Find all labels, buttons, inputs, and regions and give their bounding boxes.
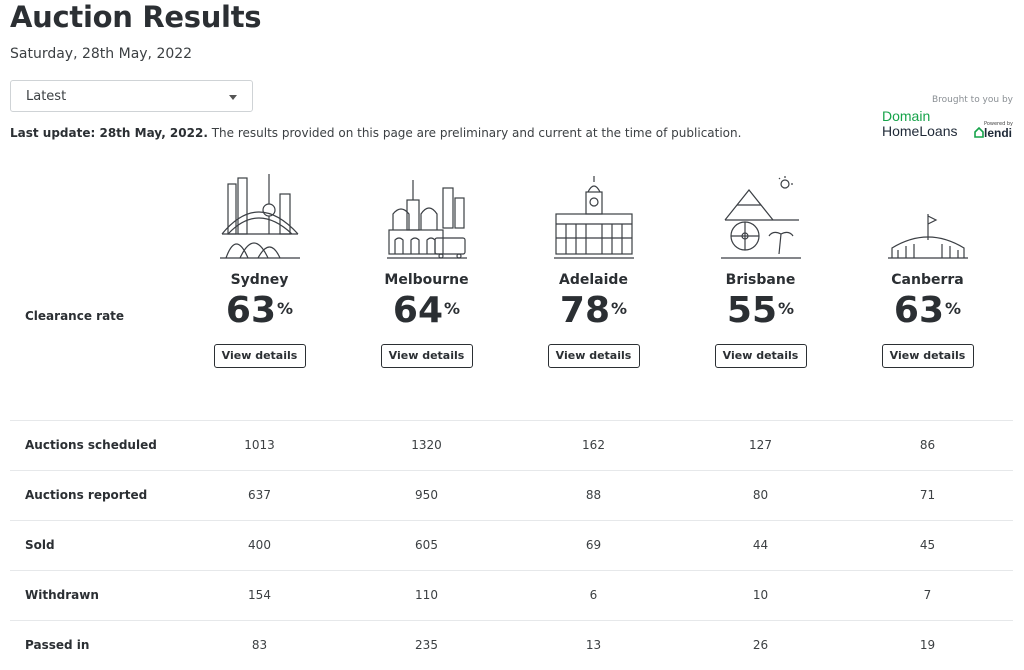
- city-name: Canberra: [891, 272, 964, 288]
- auction-stats-table: Auctions scheduled 1013 1320 162 127 86 …: [10, 420, 1013, 670]
- results-period-select[interactable]: Latest: [10, 80, 253, 112]
- table-cell: 69: [585, 538, 602, 552]
- table-cell: 605: [415, 538, 438, 552]
- update-disclaimer: The results provided on this page are pr…: [207, 126, 742, 140]
- lendi-house-icon: [974, 127, 984, 138]
- table-row: Sold 400 605 69 44 45: [10, 520, 1013, 570]
- row-label: Passed in: [25, 638, 90, 652]
- adelaide-skyline-icon: [553, 176, 634, 259]
- last-update-date: Last update: 28th May, 2022.: [10, 126, 208, 140]
- clearance-rate-value: 63%: [225, 290, 294, 331]
- clearance-rate-value: 55%: [726, 290, 795, 331]
- sponsor-label: Brought to you by: [931, 95, 1013, 105]
- chevron-down-icon: [229, 95, 237, 100]
- row-label: Withdrawn: [25, 588, 99, 602]
- table-cell: 80: [752, 488, 769, 502]
- auction-date: Saturday, 28th May, 2022: [10, 46, 193, 62]
- view-details-button[interactable]: View details: [380, 344, 473, 368]
- table-cell: 110: [415, 588, 438, 602]
- table-cell: 950: [415, 488, 438, 502]
- table-cell: 71: [919, 488, 936, 502]
- table-cell: 400: [248, 538, 271, 552]
- clearance-rate-value: 78%: [559, 290, 628, 331]
- table-cell: 88: [585, 488, 602, 502]
- last-update-notice: Last update: 28th May, 2022. The results…: [10, 126, 741, 140]
- table-cell: 7: [923, 588, 932, 602]
- table-row: Passed in 83 235 13 26 19: [10, 620, 1013, 670]
- table-cell: 86: [919, 438, 936, 452]
- select-value: Latest: [26, 89, 67, 104]
- sydney-skyline-icon: [219, 174, 300, 259]
- table-cell: 6: [589, 588, 598, 602]
- table-cell: 154: [248, 588, 271, 602]
- city-name: Melbourne: [384, 272, 469, 288]
- table-row: Auctions scheduled 1013 1320 162 127 86: [10, 420, 1013, 470]
- canberra-skyline-icon: [887, 214, 968, 259]
- row-label: Sold: [25, 538, 55, 552]
- view-details-button[interactable]: View details: [213, 344, 306, 368]
- city-column-adelaide: Adelaide 78% View details: [510, 170, 677, 368]
- city-name: Adelaide: [559, 272, 628, 288]
- logo-line-2: HomeLoans: [882, 123, 958, 139]
- table-cell: 19: [919, 638, 936, 652]
- clearance-rate-value: 63%: [893, 290, 962, 331]
- city-column-brisbane: Brisbane 55% View details: [677, 170, 844, 368]
- view-details-button[interactable]: View details: [714, 344, 807, 368]
- table-cell: 26: [752, 638, 769, 652]
- table-cell: 127: [749, 438, 772, 452]
- powered-by-label: Powered by: [984, 121, 1013, 127]
- table-cell: 637: [248, 488, 271, 502]
- row-label: Auctions scheduled: [25, 438, 157, 452]
- table-cell: 1013: [244, 438, 275, 452]
- clearance-rate-label: Clearance rate: [25, 309, 125, 323]
- table-row: Withdrawn 154 110 6 10 7: [10, 570, 1013, 620]
- table-cell: 235: [415, 638, 438, 652]
- lendi-wordmark: lendi: [984, 126, 1013, 140]
- page-title: Auction Results: [10, 0, 262, 34]
- city-column-canberra: Canberra 63% View details: [844, 170, 1011, 368]
- table-cell: 13: [585, 638, 602, 652]
- city-column-melbourne: Melbourne 64% View details: [343, 170, 510, 368]
- logo-line-1: Domain: [882, 108, 931, 124]
- view-details-button[interactable]: View details: [547, 344, 640, 368]
- city-name: Brisbane: [725, 272, 796, 288]
- row-label: Auctions reported: [25, 488, 148, 502]
- table-cell: 45: [919, 538, 936, 552]
- table-cell: 44: [752, 538, 769, 552]
- brisbane-skyline-icon: [720, 176, 801, 259]
- table-cell: 10: [752, 588, 769, 602]
- table-cell: 162: [582, 438, 605, 452]
- city-column-sydney: Sydney 63% View details: [176, 170, 343, 368]
- table-cell: 1320: [411, 438, 442, 452]
- city-name: Sydney: [230, 272, 289, 288]
- table-cell: 83: [251, 638, 268, 652]
- melbourne-skyline-icon: [386, 180, 467, 259]
- view-details-button[interactable]: View details: [881, 344, 974, 368]
- table-row: Auctions reported 637 950 88 80 71: [10, 470, 1013, 520]
- clearance-rate-value: 64%: [392, 290, 461, 331]
- domain-home-loans-logo[interactable]: Domain HomeLoans Powered by lendi: [882, 108, 1018, 142]
